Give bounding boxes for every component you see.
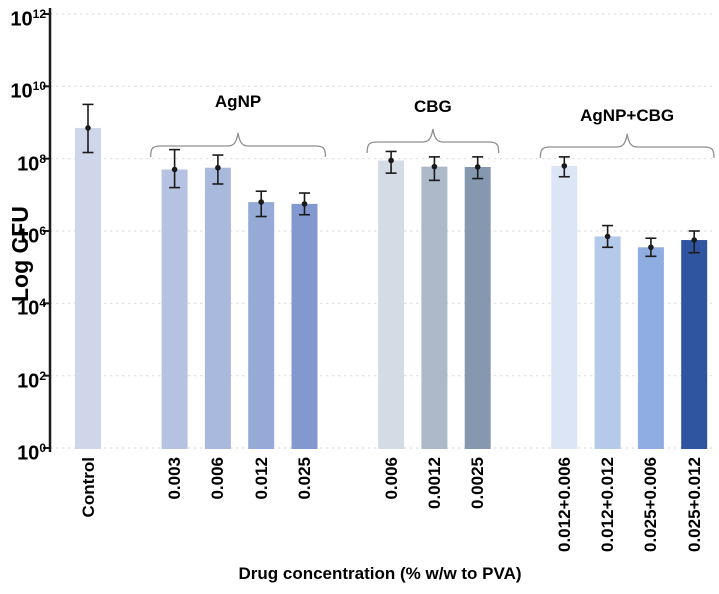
x-tick-label: 0.025 <box>295 457 314 500</box>
y-tick-label: 1010 <box>10 79 46 103</box>
group-brace <box>366 128 500 154</box>
x-tick-label: 0.012 <box>251 457 271 500</box>
y-tick-label: 104 <box>17 296 46 320</box>
mean-dot <box>388 157 394 164</box>
bar <box>75 127 101 450</box>
mean-dot <box>301 201 308 207</box>
bar <box>204 167 231 450</box>
mean-dot <box>561 163 568 169</box>
group-brace <box>539 133 715 159</box>
x-tick-label: Control <box>78 457 98 518</box>
x-tick-label: 0.003 <box>165 457 185 500</box>
bar <box>291 203 318 449</box>
bar <box>551 165 578 449</box>
bar <box>637 247 664 449</box>
y-tick-label: 106 <box>17 224 46 248</box>
group-label: AgNP+CBG <box>580 106 675 125</box>
mean-dot <box>648 244 654 251</box>
bar <box>378 160 405 449</box>
x-tick-label: 0.006 <box>208 457 228 500</box>
x-tick-label: 0.025+0.012 <box>684 457 704 553</box>
x-tick-label: 0.012+0.006 <box>554 457 574 553</box>
x-tick-label: 0.025+0.006 <box>641 457 661 553</box>
x-axis-title: Drug concentration (% w/w to PVA) <box>238 564 522 583</box>
x-tick-label: 0.006 <box>381 457 401 500</box>
x-tick-label: 0.0012 <box>424 457 444 509</box>
bar <box>421 166 448 449</box>
y-tick-label: 100 <box>17 441 46 465</box>
mean-dot <box>258 199 265 205</box>
y-tick-label: 108 <box>17 151 46 176</box>
y-tick-label: 102 <box>17 368 46 393</box>
mean-dot <box>85 125 91 131</box>
mean-dot <box>171 166 178 173</box>
mean-dot <box>431 163 438 170</box>
mean-dot <box>691 237 697 243</box>
bar <box>248 202 275 449</box>
mean-dot <box>215 164 221 171</box>
y-tick-label: 1012 <box>10 7 46 31</box>
mean-dot <box>474 164 481 170</box>
mean-dot <box>604 233 611 240</box>
bar <box>464 166 491 450</box>
group-brace <box>149 132 327 158</box>
x-tick-label: 0.0025 <box>468 457 488 509</box>
bar <box>681 240 708 449</box>
bar <box>594 236 621 449</box>
x-tick-label: 0.012+0.012 <box>598 457 618 553</box>
group-label: CBG <box>414 97 452 116</box>
bar <box>161 169 188 449</box>
group-label: AgNP <box>214 92 262 111</box>
